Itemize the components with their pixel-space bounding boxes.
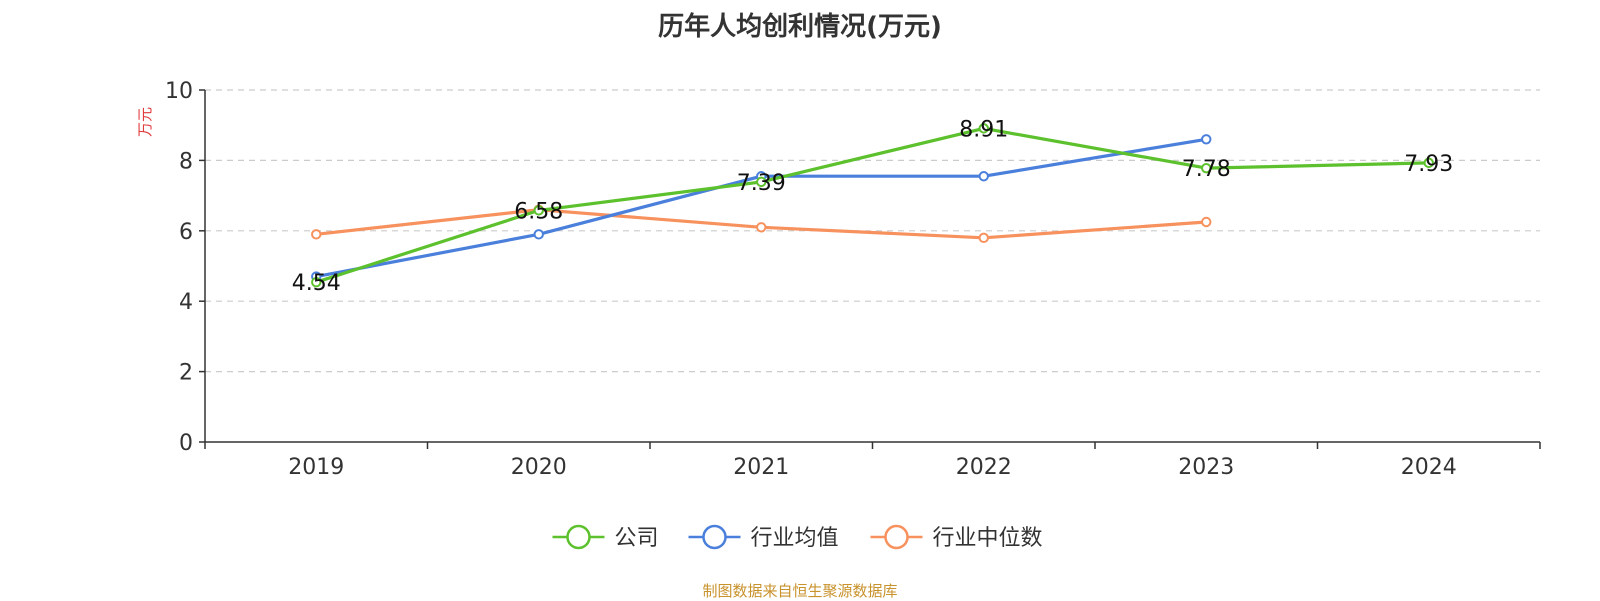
y-tick-label: 6 xyxy=(179,220,193,245)
legend-label: 行业均值 xyxy=(751,526,839,551)
legend-marker xyxy=(702,524,727,550)
data-label: 8.91 xyxy=(959,117,1008,142)
data-point[interactable] xyxy=(756,222,767,233)
legend-item[interactable]: 行业中位数 xyxy=(870,524,1043,551)
y-tick-label: 0 xyxy=(179,431,193,456)
series xyxy=(311,123,1434,288)
data-point[interactable] xyxy=(978,171,989,182)
data-label: 7.93 xyxy=(1404,152,1453,177)
legend[interactable]: 公司 行业均值 行业中位数 xyxy=(552,524,1043,551)
legend-item[interactable]: 行业均值 xyxy=(688,524,839,551)
data-point[interactable] xyxy=(1201,134,1212,145)
x-tick-label: 2023 xyxy=(1178,455,1234,480)
data-point[interactable] xyxy=(1201,216,1212,228)
series-line xyxy=(314,126,1431,284)
y-tick-label: 10 xyxy=(165,79,193,104)
x-tick-label: 2024 xyxy=(1401,455,1457,480)
y-tick-label: 2 xyxy=(179,361,193,386)
source-note: 制图数据来自恒生聚源数据库 xyxy=(702,582,898,600)
data-point[interactable] xyxy=(533,229,544,240)
data-point[interactable] xyxy=(978,232,989,244)
x-tick-label: 2019 xyxy=(288,455,344,480)
y-tick-label: 4 xyxy=(179,290,193,315)
data-labels: 4.54 6.58 7.39 8.91 7.78 7.93 xyxy=(292,117,1453,296)
legend-marker xyxy=(566,524,591,550)
x-tick-label: 2021 xyxy=(733,455,789,480)
data-point[interactable] xyxy=(533,205,544,216)
gridlines xyxy=(205,89,1540,373)
data-point[interactable] xyxy=(311,276,322,288)
legend-item[interactable]: 公司 xyxy=(552,524,659,551)
data-label: 4.54 xyxy=(292,271,341,296)
y-tick-label: 8 xyxy=(179,149,193,174)
legend-label: 公司 xyxy=(615,526,659,551)
data-point[interactable] xyxy=(978,123,989,134)
y-axis-label: 万元 xyxy=(136,107,154,137)
data-label: 7.39 xyxy=(737,171,786,196)
axes: 0 2 4 6 8 10 2019 2020 2021 2022 2023 2024 xyxy=(165,79,1541,480)
chart-title: 历年人均创利情况(万元) xyxy=(658,12,942,42)
legend-marker xyxy=(884,524,909,550)
data-point[interactable] xyxy=(756,176,767,188)
data-point[interactable] xyxy=(311,229,322,240)
legend-label: 行业中位数 xyxy=(933,526,1043,551)
data-point[interactable] xyxy=(1423,157,1434,169)
x-tick-label: 2022 xyxy=(956,455,1012,480)
data-label: 6.58 xyxy=(514,199,563,224)
data-point[interactable] xyxy=(1201,162,1212,174)
x-tick-label: 2020 xyxy=(511,455,567,480)
data-label: 7.78 xyxy=(1182,157,1231,182)
